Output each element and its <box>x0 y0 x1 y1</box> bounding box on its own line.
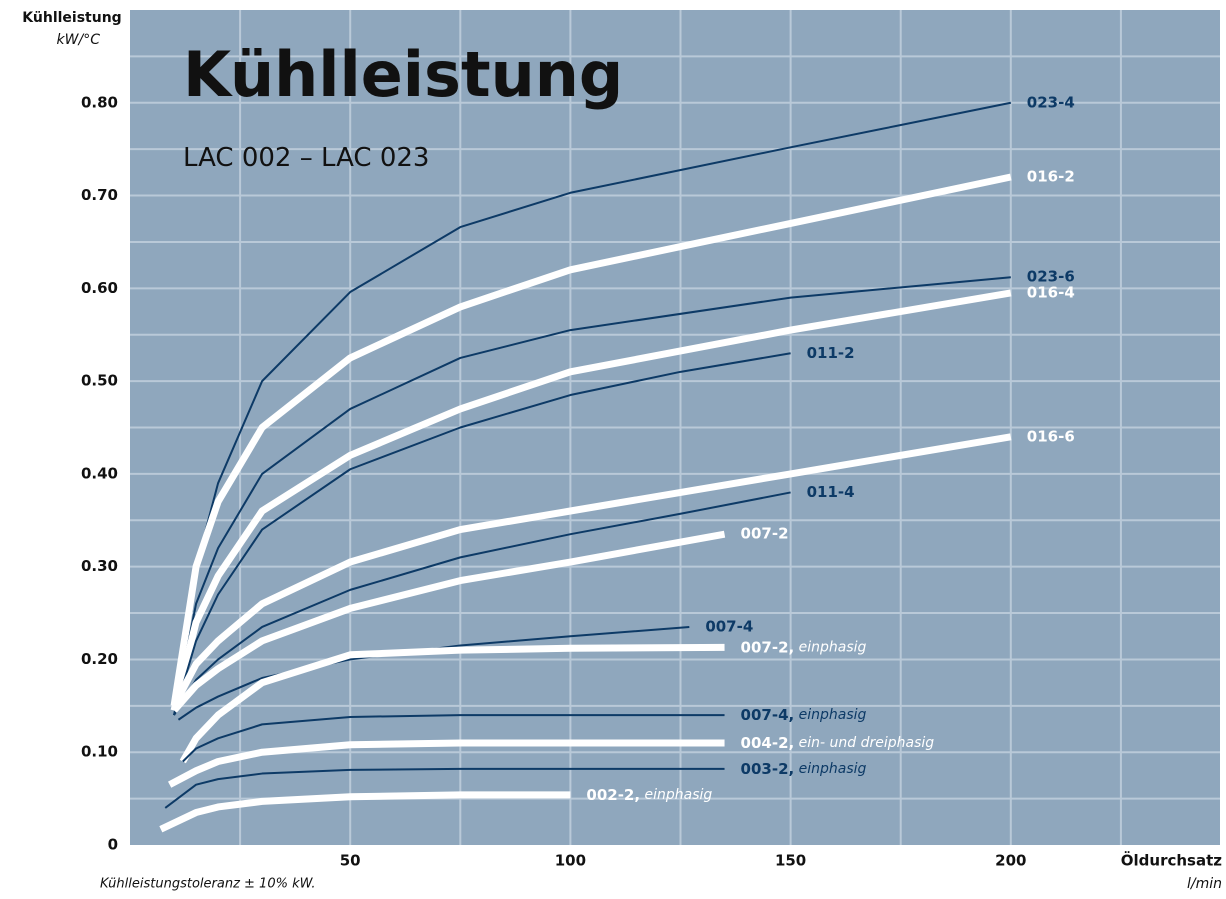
chart-title: Kühlleistung <box>183 38 623 111</box>
legend-label: 007-4 <box>705 617 753 635</box>
curve <box>164 767 725 809</box>
x-tick-label: 200 <box>995 852 1026 870</box>
legend-label: 002-2, einphasig <box>586 785 712 803</box>
y-tick-label: 0.10 <box>81 743 118 761</box>
y-tick-label: 0.40 <box>81 464 118 482</box>
legend-label: 016-2 <box>1027 168 1075 186</box>
legend-label: 007-4, einphasig <box>741 706 867 724</box>
x-tick-label: 100 <box>555 852 586 870</box>
y-tick-label: 0.70 <box>81 186 118 204</box>
y-tick-label: 0.30 <box>81 557 118 575</box>
y-tick-label: 0.60 <box>81 279 118 297</box>
curves <box>159 101 1012 833</box>
curve <box>179 643 725 764</box>
x-tick-label: 50 <box>340 852 361 870</box>
curve <box>173 276 1011 716</box>
legend-label: 016-4 <box>1027 283 1075 301</box>
legend-label: 016-6 <box>1027 427 1075 445</box>
legend-label: 007-2, einphasig <box>741 638 867 656</box>
curve <box>173 352 791 716</box>
y-tick-label: 0.80 <box>81 93 118 111</box>
legend-label: 011-2 <box>807 344 855 362</box>
legend-label: 011-4 <box>807 483 855 501</box>
curve <box>168 739 725 788</box>
curve <box>170 173 1012 707</box>
x-tick-label: 150 <box>775 852 806 870</box>
legend-label: 007-2 <box>741 525 789 543</box>
legend-label: 023-4 <box>1027 93 1075 111</box>
legend-label: 003-2, einphasig <box>741 759 867 777</box>
curve <box>171 530 726 713</box>
curve <box>170 433 1012 708</box>
y-tick-label: 0.20 <box>81 650 118 668</box>
curve <box>173 491 791 716</box>
chart-subtitle: LAC 002 – LAC 023 <box>183 143 429 173</box>
x-axis-label: Öldurchsatz <box>1121 851 1222 870</box>
y-axis-unit: kW/°C <box>57 32 101 48</box>
y-tick-label: 0.50 <box>81 372 118 390</box>
y-axis-label: Kühlleistung <box>22 10 121 26</box>
grid <box>130 10 1220 845</box>
footnote: Kühlleistungstoleranz ± 10% kW. <box>100 877 316 892</box>
curve <box>159 791 571 833</box>
legend-label: 004-2, ein- und dreiphasig <box>741 733 935 751</box>
legend-label: 023-6 <box>1027 268 1075 286</box>
x-axis-unit: l/min <box>1187 876 1222 892</box>
y-tick-label: 0 <box>108 836 118 854</box>
curve <box>182 714 725 763</box>
curve <box>170 289 1012 712</box>
